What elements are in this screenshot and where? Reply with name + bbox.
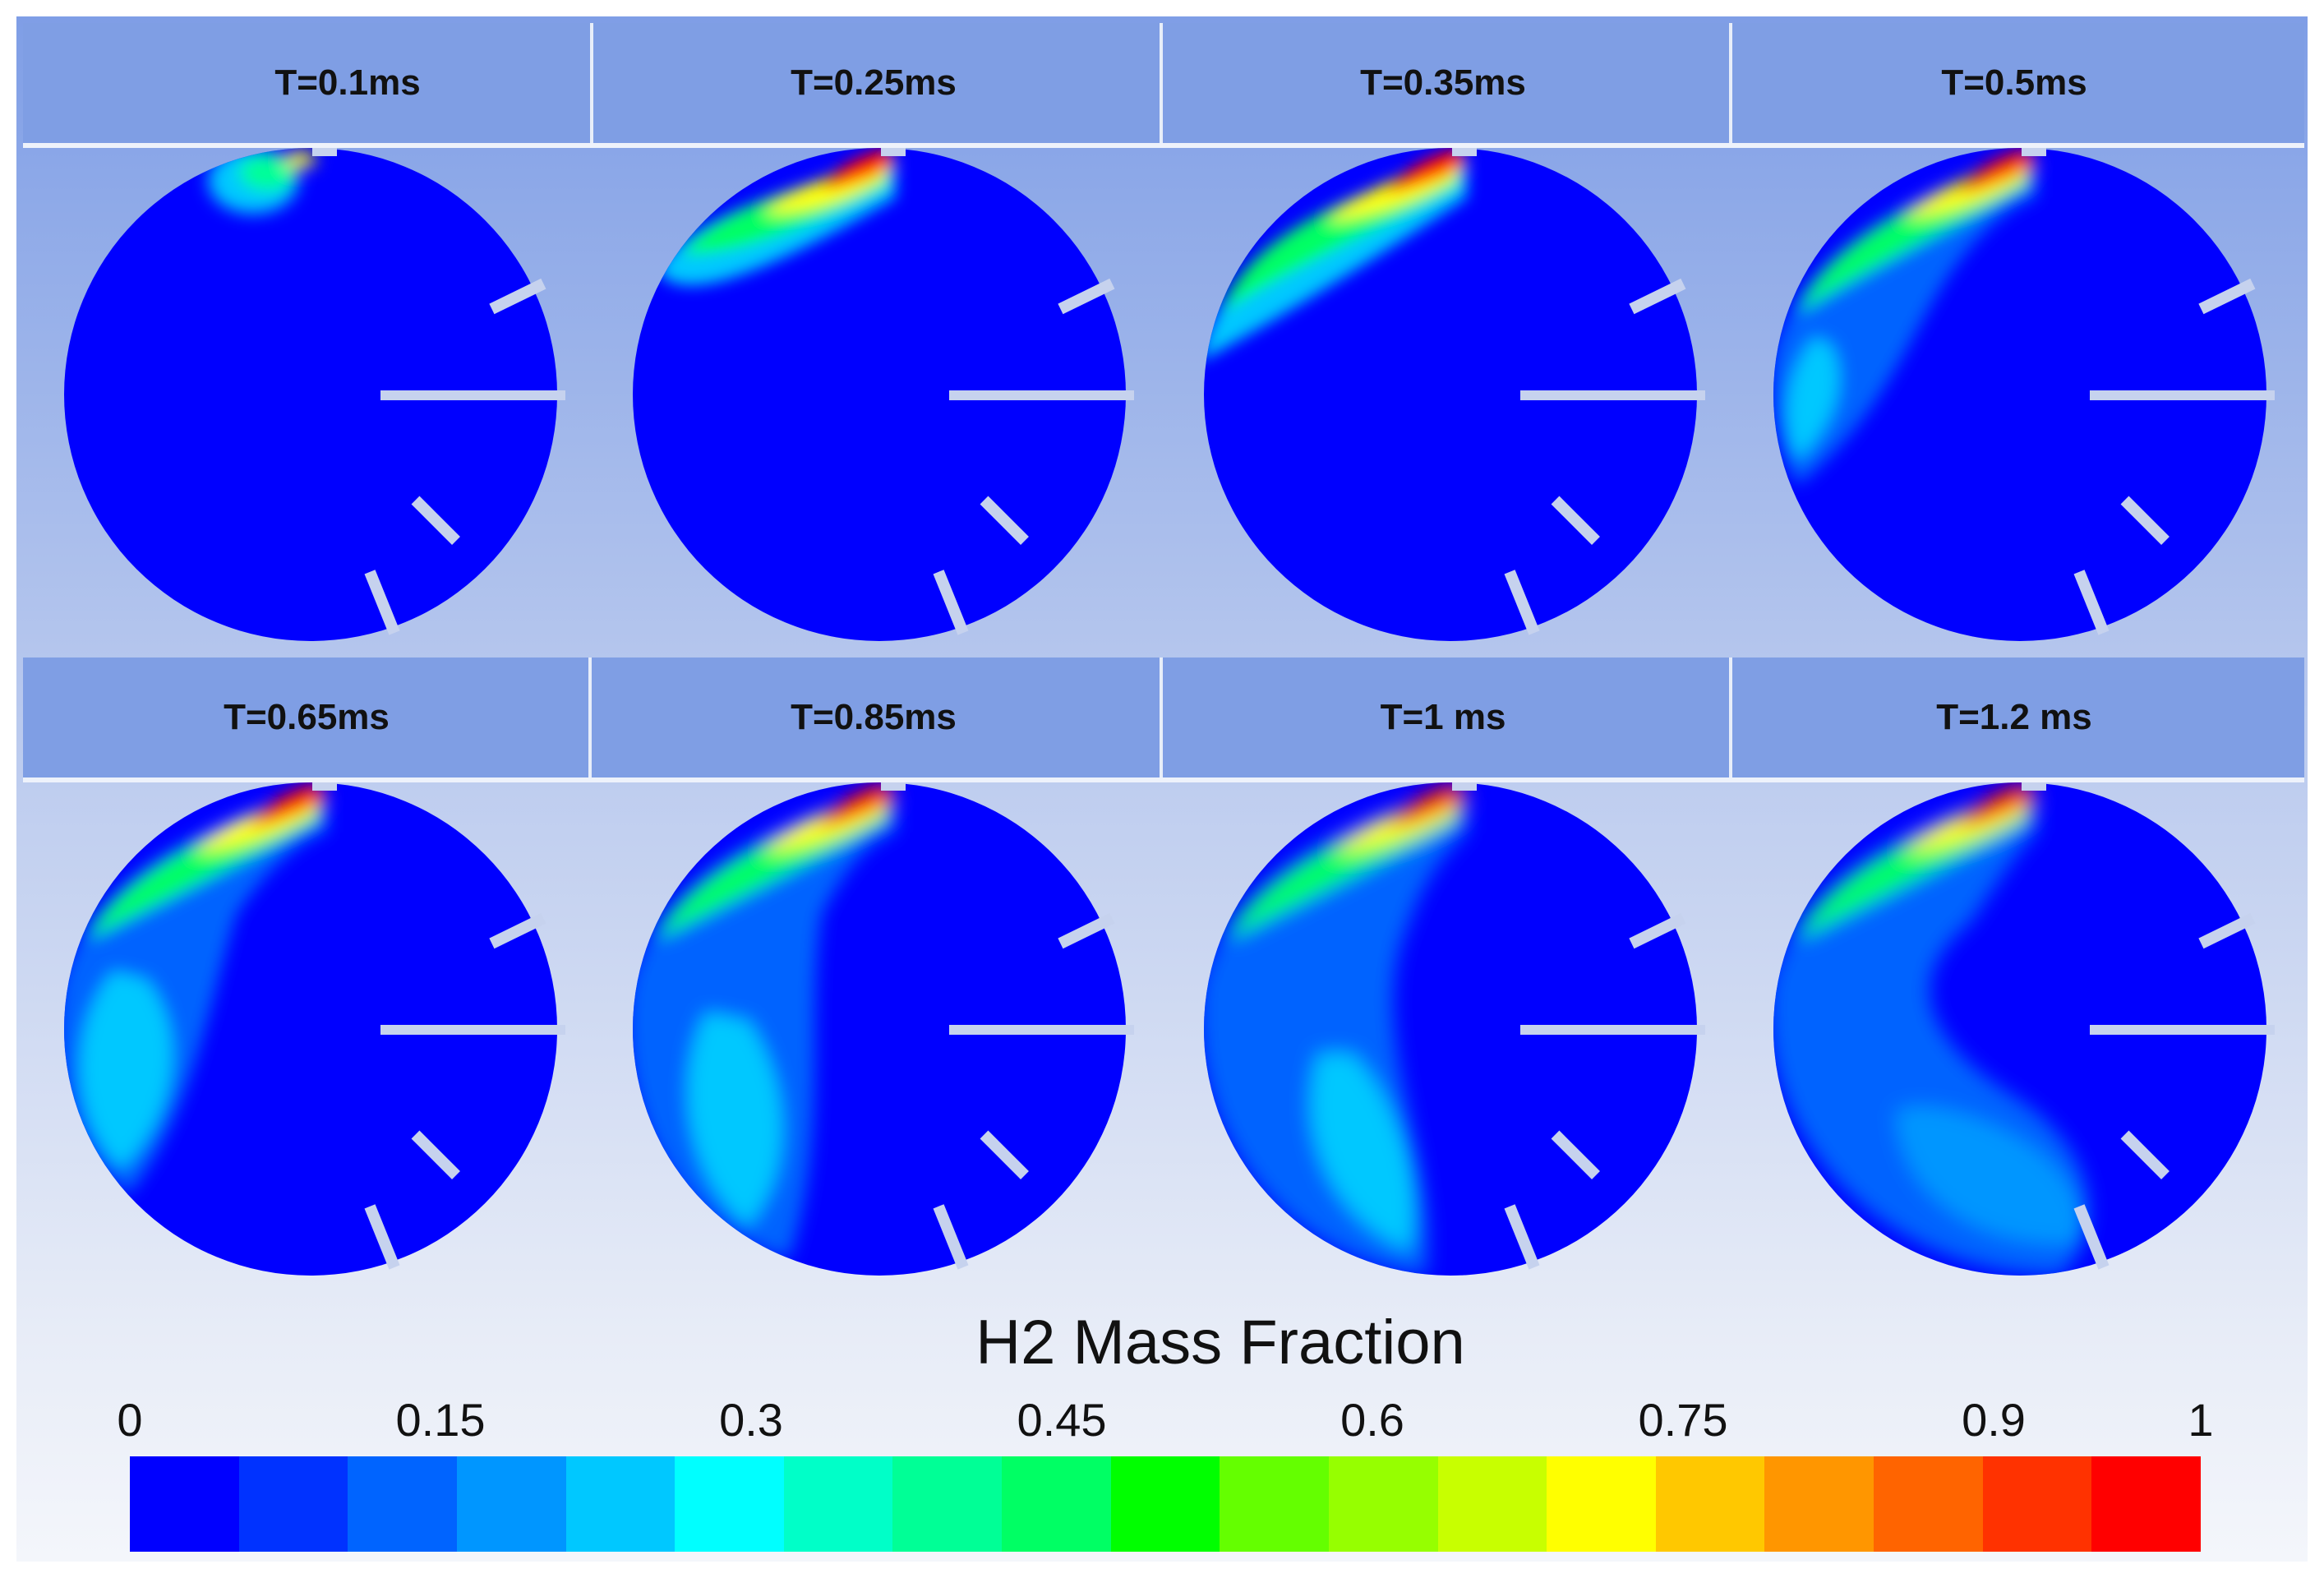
contour-panel-5 [64,782,565,1276]
wall-baffles [2022,148,2275,635]
contour-panel-8 [1773,782,2275,1276]
colorbar-swatch [348,1456,457,1552]
row-separator [23,777,2304,782]
wall-baffles [1452,148,1705,635]
colorbar-swatch [1328,1456,1438,1552]
colorbar-swatch [1002,1456,1111,1552]
h2-plume [633,782,896,1259]
h2-plume [1204,782,1467,1276]
colorbar-swatch [1764,1456,1874,1552]
contour-panel-4 [1773,148,2275,641]
header-divider [1729,23,1732,143]
colorbar-tick: 0.6 [1340,1394,1404,1446]
h2-plume [1773,782,2089,1276]
h2-plume [1204,148,1467,362]
colorbar-swatch [1655,1456,1765,1552]
h2-plume [1773,148,2036,485]
colorbar-tick: 0.3 [719,1394,783,1446]
panel-title-4: T=0.5ms [1941,62,2087,103]
colorbar-swatch [1110,1456,1220,1552]
colorbar-swatch [1982,1456,2092,1552]
panel-title-3: T=0.35ms [1360,62,1526,103]
colorbar-swatch [1437,1456,1547,1552]
h2-plume [208,148,316,214]
wall-baffles [312,782,565,1270]
panel-title-7: T=1 ms [1380,697,1506,737]
colorbar-swatch [238,1456,348,1552]
colorbar-swatch [892,1456,1002,1552]
contour-panel-2 [633,148,1134,641]
colorbar-tick: 0.15 [395,1394,486,1446]
colorbar-swatch [1220,1456,1329,1552]
wall-baffles [1452,782,1705,1270]
colorbar-swatch [783,1456,893,1552]
colorbar-swatch [1547,1456,1656,1552]
contour-panel-7 [1204,782,1705,1276]
contour-panel-1 [64,148,565,641]
colorbar-tick: 0.75 [1638,1394,1728,1446]
colorbar-tick: 0 [117,1394,143,1446]
header-divider [588,658,592,777]
colorbar-swatch [1874,1456,1983,1552]
panel-title-8: T=1.2 ms [1936,697,2092,737]
contour-panel-3 [1204,148,1705,641]
colorbar-swatch [130,1456,239,1552]
wall-baffles [881,148,1134,635]
header-divider [1729,658,1732,777]
colorbar-tick: 0.9 [1962,1394,2026,1446]
colorbar-title: H2 Mass Fraction [975,1308,1465,1377]
panel-title-5: T=0.65ms [224,697,390,737]
row-separator [23,143,2304,148]
header-divider [1160,658,1163,777]
colorbar-swatch [2091,1456,2201,1552]
header-row-2 [23,658,2304,777]
header-divider [1160,23,1163,143]
colorbar-tick: 0.45 [1017,1394,1107,1446]
contour-panel-6 [633,782,1134,1276]
panel-title-2: T=0.25ms [791,62,957,103]
colorbar [130,1456,2201,1552]
colorbar-tick: 1 [2188,1394,2214,1446]
h2-plume [657,148,896,286]
wall-baffles [2022,782,2275,1270]
h2-plume [64,782,327,1193]
header-row-1 [23,23,2304,143]
wall-baffles [881,782,1134,1270]
colorbar-swatch [565,1456,676,1552]
colorbar-swatch [675,1456,784,1552]
wall-baffles [312,148,565,635]
colorbar-swatch [456,1456,566,1552]
panel-title-1: T=0.1ms [274,62,421,103]
panel-title-6: T=0.85ms [791,697,957,737]
header-divider [590,23,593,143]
